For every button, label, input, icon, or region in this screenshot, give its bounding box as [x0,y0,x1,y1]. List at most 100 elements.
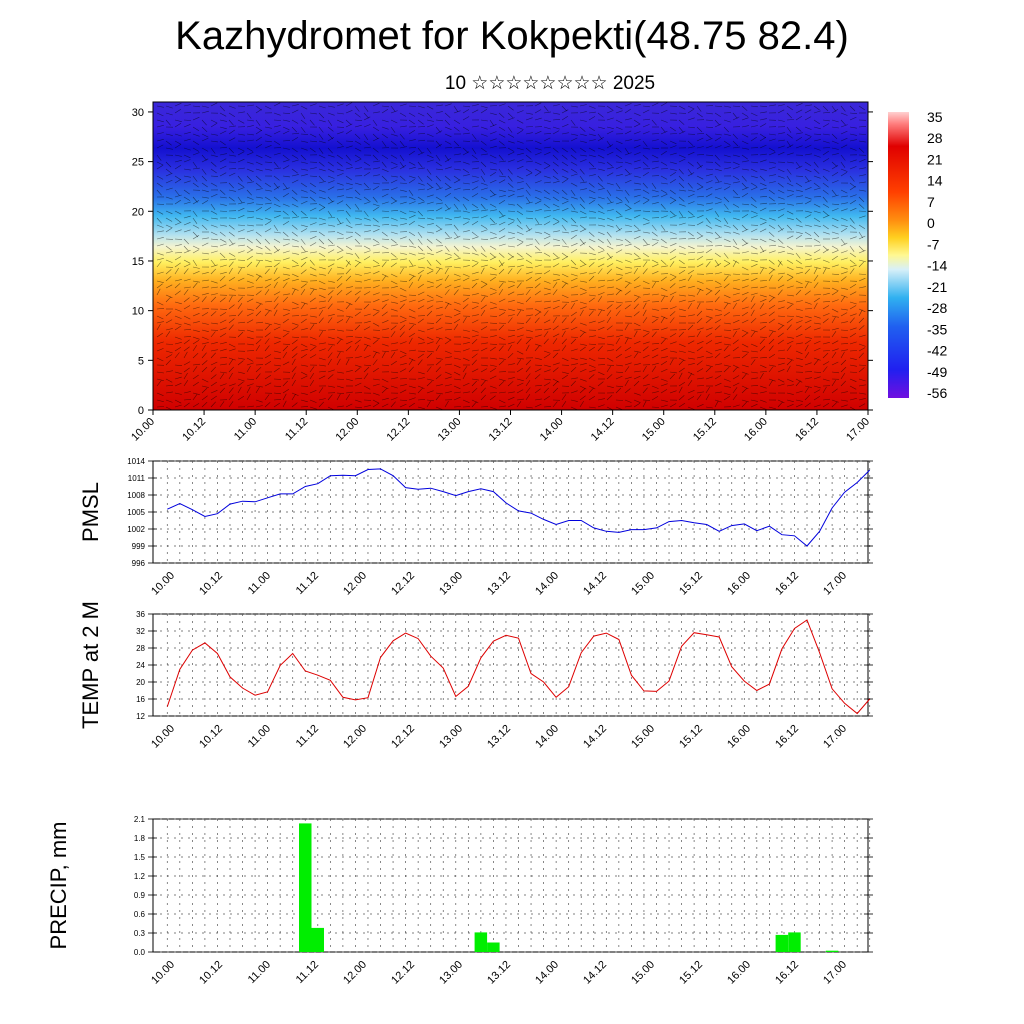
chart-subtitle: 10 ☆☆☆☆☆☆☆☆ 2025 [444,73,656,94]
panel-x-tick-label: 14.00 [533,570,561,598]
panel-y-tick-label: 1.5 [134,853,146,862]
heatmap-x-tick-label: 13.12 [487,416,515,444]
heatmap-x-tick-label: 17.00 [844,416,872,444]
heatmap-x-tick-label: 16.00 [742,416,770,444]
heatmap-y-tick-label: 20 [132,206,144,218]
heatmap-x-tick-label: 12.12 [385,416,413,444]
color-bar-label: 35 [927,109,943,125]
panel-x-tick-label: 15.12 [677,570,705,598]
panel-x-tick-label: 12.12 [389,723,417,751]
panel-x-tick-label: 15.00 [629,959,657,987]
panel-x-tick-label: 15.00 [629,570,657,598]
temperature-cross-section: 0 5 10 15 20 25 30 10.00 10.12 11.00 11.12 12.00 12.… [129,101,873,444]
panel-x-tick-label: 15.12 [677,959,705,987]
panel-x-tick-label: 16.12 [773,959,801,987]
panel-x-tick-label: 13.12 [485,959,513,987]
color-bar-label: 14 [927,173,943,189]
color-bar-label: 7 [927,194,935,210]
panel-y-tick-label: 36 [136,610,145,619]
chart-title: Kazhydromet for Kokpekti(48.75 82.4) [175,14,849,58]
panel-y-tick-label: 0.3 [134,929,146,938]
heatmap-y-tick-label: 10 [132,306,144,318]
heatmap-y-tick-label: 30 [132,107,144,119]
color-bar-label: -35 [927,321,947,337]
color-bar-label: 21 [927,151,943,167]
panel-x-tick-label: 10.12 [197,959,225,987]
series-line [166,619,871,715]
panel-y-tick-label: 0.9 [134,891,146,900]
heatmap-y-tick-label: 0 [138,405,144,417]
panel-y-tick-label: 1011 [128,474,146,483]
panel-x-tick-label: 12.12 [389,959,417,987]
panel-x-tick-label: 13.00 [437,723,465,751]
color-bar-label: 0 [927,215,935,231]
panel-x-tick-label: 11.12 [294,723,321,750]
panel-y-tick-label: 12 [136,712,145,721]
color-bar-label: -21 [927,279,947,295]
panel-x-tick-label: 11.00 [246,959,273,986]
color-bar: 35 28 21 14 7 0 -7 -14 -21 -28 -35 -42 -49 -56 [888,109,947,401]
series-line [167,468,871,547]
color-bar-label: -49 [927,364,947,380]
panel-x-tick-label: 11.12 [294,959,321,986]
panel-y-tick-label: 24 [136,661,145,670]
panel-y-tick-label: 28 [136,644,145,653]
panel-x-tick-label: 10.00 [149,959,177,987]
panel-x-tick-label: 11.00 [246,723,273,750]
panel-y-tick-label: 2.1 [134,815,146,824]
panel-y-tick-label: 999 [132,542,146,551]
panel-x-tick-label: 12.00 [341,570,369,598]
panel-x-tick-label: 14.00 [533,959,561,987]
panel-x-tick-label: 12.12 [389,570,417,598]
panel-x-tick-label: 14.00 [533,723,561,751]
panel-x-tick-label: 14.12 [581,570,609,598]
precip-bar [311,927,324,952]
panel-x-tick-label: 13.12 [485,723,513,751]
panel-grid [153,460,871,564]
color-bar-label: 28 [927,130,943,146]
color-bar-label: -42 [927,343,947,359]
heatmap-x-tick-label: 11.00 [232,416,259,443]
pmsl-panel: 996 999 1002 1005 1008 1011 1014 10.00 10.12 11.0… [78,457,873,598]
panel-x-tick-label: 14.12 [581,959,609,987]
panel-x-tick-label: 11.00 [246,570,273,597]
panel-y-tick-label: 996 [132,559,146,568]
heatmap-x-tick-label: 15.12 [691,416,719,444]
panel-x-tick-label: 15.12 [677,723,705,751]
panel-y-axis-label: PRECIP, mm [46,822,71,950]
panel-x-tick-label: 13.00 [437,570,465,598]
heatmap-y-tick-label: 25 [132,157,144,169]
panel-x-tick-label: 16.00 [725,723,753,751]
panel-y-tick-label: 1.8 [134,834,146,843]
panel-x-tick-label: 16.00 [725,959,753,987]
wind-barbs [156,102,867,411]
temp-2m-panel: 12 16 20 24 28 32 36 10.00 10.12 11.00 11.12 12.00 1… [78,601,873,751]
panel-x-tick-label: 11.12 [294,570,321,597]
heatmap-x-tick-label: 10.00 [129,416,157,444]
heatmap-x-tick-label: 14.00 [538,416,566,444]
heatmap-x-tick-label: 14.12 [589,416,617,444]
precip-bar [474,932,488,952]
precip-bar [825,950,839,952]
heatmap-field [153,102,868,410]
color-bar-scale [888,112,909,398]
panel-y-tick-label: 1.2 [134,872,146,881]
panel-x-tick-label: 10.12 [197,570,225,598]
heatmap-x-tick-label: 13.00 [436,416,464,444]
panel-x-tick-label: 17.00 [821,959,849,987]
panel-y-axis-label: TEMP at 2 M [78,601,103,729]
panel-grid [153,613,871,717]
panel-y-tick-label: 1005 [127,508,145,517]
precip-panel: 0.0 0.3 0.6 0.9 1.2 1.5 1.8 2.1 10.00 10.12 11.00 1… [46,815,873,987]
heatmap-x-tick-label: 10.12 [180,416,208,444]
precip-bar [487,942,500,952]
panel-y-tick-label: 20 [136,678,145,687]
panel-x-tick-label: 13.12 [485,570,513,598]
heatmap-x-tick-label: 15.00 [640,416,668,444]
panel-x-tick-label: 12.00 [341,959,369,987]
panel-x-tick-label: 12.00 [341,723,369,751]
precip-bar [788,932,801,952]
panel-y-tick-label: 16 [136,695,145,704]
color-bar-label: -56 [927,385,947,401]
